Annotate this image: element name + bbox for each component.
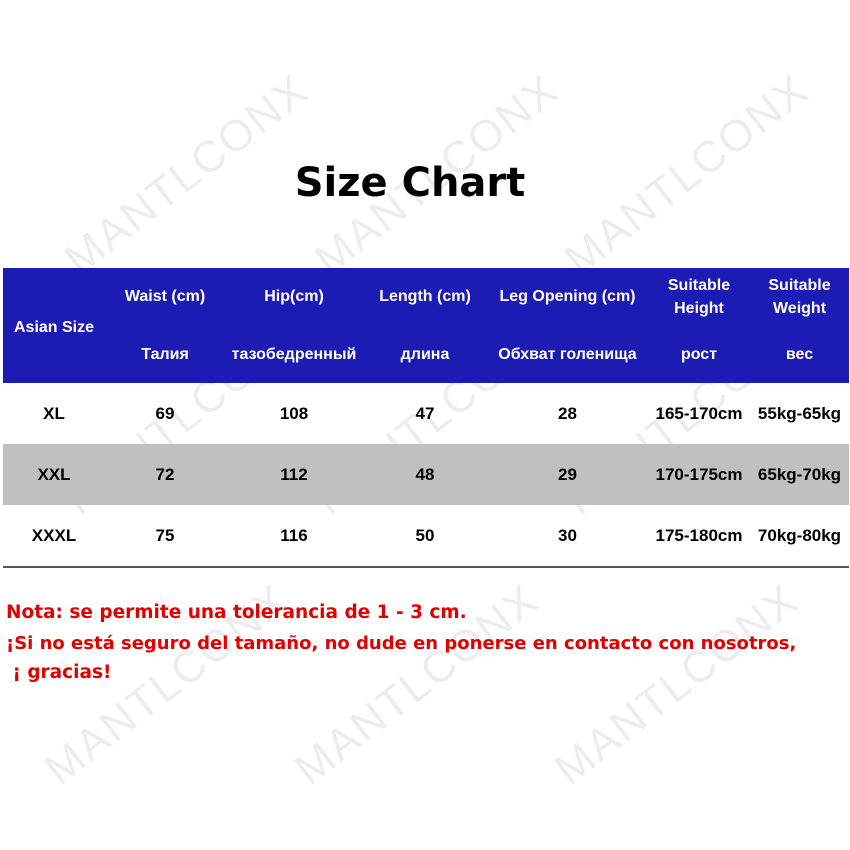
table-row: XXXL 75 116 50 30 175-180cm 70kg-80kg (3, 505, 849, 568)
cell-weight: 70kg-80kg (750, 505, 849, 568)
cell-waist: 69 (155, 403, 175, 423)
header-hip-ru: тазобедренный (225, 326, 363, 383)
cell-waist: 75 (105, 505, 225, 568)
cell-leg-opening: 30 (487, 505, 648, 568)
cell-hip: 116 (225, 505, 363, 568)
header-asian-size: Asian Size (3, 268, 105, 383)
size-table: Asian Size Waist (cm) Hip(cm) Length (cm… (3, 268, 849, 568)
cell-length: 50 (363, 505, 487, 568)
cell-height: 170-175cm (648, 444, 750, 505)
cell-size: XL (43, 403, 65, 423)
header-hip: Hip(cm) (225, 268, 363, 326)
cell-leg-opening: 28 (558, 403, 577, 423)
header-length: Length (cm) (363, 268, 487, 326)
cell-weight: 55kg-65kg (757, 403, 842, 423)
header-leg-opening: Leg Opening (cm) (487, 268, 648, 326)
watermark: MANTLCONX (545, 574, 808, 795)
header-waist-ru: Талия (105, 326, 225, 383)
cell-size: XXXL (3, 505, 105, 568)
table-row: XXL 72 112 48 29 170-175cm 65kg-70kg (3, 444, 849, 505)
cell-length: 48 (363, 444, 487, 505)
header-row-en: Asian Size Waist (cm) Hip(cm) Length (cm… (3, 268, 849, 383)
header-waist: Waist (cm) (105, 268, 225, 326)
header-row-ru: Талия тазобедренный длина Обхват голенищ… (3, 326, 849, 383)
header-leg-opening-ru: Обхват голенища (487, 326, 648, 383)
cell-size: XXL (3, 444, 105, 505)
cell-hip: 112 (225, 444, 363, 505)
header-height: Suitable Height (648, 268, 750, 326)
tolerance-note: Nota: se permite una tolerancia de 1 - 3… (6, 602, 467, 623)
table-row: XL 69 108 47 28 165-170cm 55kg-65kg (3, 383, 849, 444)
cell-hip: 108 (279, 403, 309, 423)
contact-note: ¡Si no está seguro del tamaño, no dude e… (6, 633, 797, 654)
cell-leg-opening: 29 (487, 444, 648, 505)
cell-waist: 72 (105, 444, 225, 505)
cell-length: 47 (415, 403, 435, 423)
thanks-note: ¡ gracias! (6, 662, 112, 683)
cell-height: 175-180cm (648, 505, 750, 568)
header-weight: Suitable Weight (750, 268, 849, 326)
cell-weight: 65kg-70kg (750, 444, 849, 505)
header-weight-ru: вес (750, 326, 849, 383)
header-length-ru: длина (363, 326, 487, 383)
cell-height: 165-170cm (655, 403, 743, 423)
page-title: Size Chart (294, 160, 526, 206)
header-height-ru: рост (648, 326, 750, 383)
